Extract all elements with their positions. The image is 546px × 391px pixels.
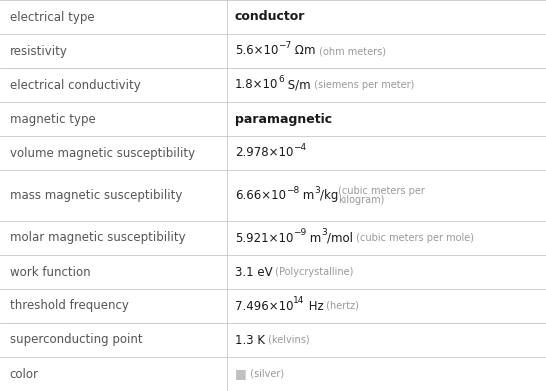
Text: paramagnetic: paramagnetic (235, 113, 332, 126)
Text: /kg: /kg (320, 189, 339, 202)
Text: (cubic meters per: (cubic meters per (339, 186, 425, 196)
Text: 3: 3 (314, 186, 320, 195)
Text: volume magnetic susceptibility: volume magnetic susceptibility (10, 147, 195, 160)
Text: kilogram): kilogram) (339, 195, 385, 205)
Text: (cubic meters per mole): (cubic meters per mole) (353, 233, 474, 243)
Text: work function: work function (10, 265, 91, 278)
Text: mass magnetic susceptibility: mass magnetic susceptibility (10, 189, 182, 202)
Text: −4: −4 (293, 143, 306, 152)
Text: conductor: conductor (235, 11, 305, 23)
Text: 1.3 K: 1.3 K (235, 334, 265, 346)
Text: electrical type: electrical type (10, 11, 94, 23)
Text: magnetic type: magnetic type (10, 113, 96, 126)
Text: resistivity: resistivity (10, 45, 68, 57)
Text: 3.1 eV: 3.1 eV (235, 265, 272, 278)
Text: −8: −8 (286, 186, 299, 195)
Text: Ω: Ω (292, 45, 304, 57)
Text: −9: −9 (293, 228, 306, 237)
Text: /mol: /mol (328, 231, 353, 244)
Text: (siemens per meter): (siemens per meter) (311, 80, 414, 90)
Text: molar magnetic susceptibility: molar magnetic susceptibility (10, 231, 186, 244)
Text: (ohm meters): (ohm meters) (316, 46, 386, 56)
Text: ■: ■ (235, 368, 247, 380)
Text: 5.6×10: 5.6×10 (235, 45, 278, 57)
Text: −7: −7 (278, 41, 292, 50)
Text: m: m (306, 231, 322, 244)
Text: threshold frequency: threshold frequency (10, 300, 129, 312)
Text: superconducting point: superconducting point (10, 334, 143, 346)
Text: m: m (299, 189, 314, 202)
Text: S/m: S/m (284, 79, 311, 91)
Text: 3: 3 (322, 228, 328, 237)
Text: 14: 14 (293, 296, 305, 305)
Text: color: color (10, 368, 39, 380)
Text: (hertz): (hertz) (323, 301, 359, 311)
Text: electrical conductivity: electrical conductivity (10, 79, 140, 91)
Text: (kelvins): (kelvins) (265, 335, 310, 345)
Text: (Polycrystalline): (Polycrystalline) (272, 267, 354, 277)
Text: 1.8×10: 1.8×10 (235, 79, 278, 91)
Text: 7.496×10: 7.496×10 (235, 300, 293, 312)
Text: 6.66×10: 6.66×10 (235, 189, 286, 202)
Text: 5.921×10: 5.921×10 (235, 231, 293, 244)
Text: 6: 6 (278, 75, 284, 84)
Text: (silver): (silver) (247, 369, 284, 379)
Text: 2.978×10: 2.978×10 (235, 147, 293, 160)
Text: Hz: Hz (305, 300, 323, 312)
Text: m: m (304, 45, 316, 57)
